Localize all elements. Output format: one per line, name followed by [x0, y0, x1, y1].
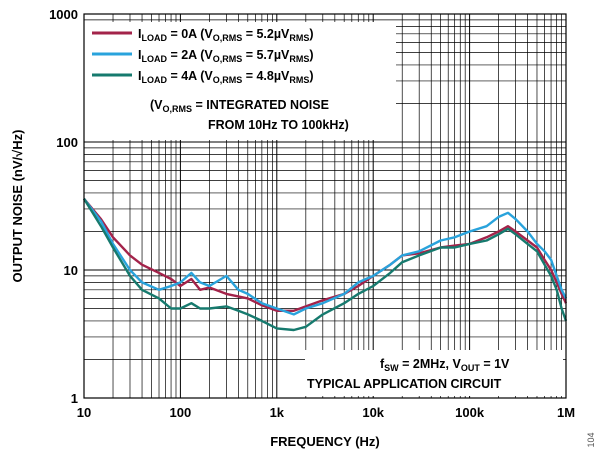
conditions-line1: fSW = 2MHz, VOUT = 1V	[380, 357, 510, 373]
x-axis-title: FREQUENCY (Hz)	[270, 434, 380, 449]
x-tick-label: 10k	[362, 405, 384, 420]
series-line-2	[82, 198, 568, 332]
x-tick-label: 1k	[270, 405, 285, 420]
figure-id: 104	[586, 432, 596, 447]
x-tick-label: 1M	[557, 405, 575, 420]
conditions-box: fSW = 2MHz, VOUT = 1V TYPICAL APPLICATIO…	[305, 350, 563, 396]
y-axis-title: OUTPUT NOISE (nV/√Hz)	[10, 129, 25, 282]
legend-entry-0: ILOAD = 0A (VO,RMS = 5.2µVRMS)	[138, 27, 314, 43]
y-tick-label: 1	[71, 391, 78, 406]
x-tick-label: 10	[77, 405, 91, 420]
conditions-line2: TYPICAL APPLICATION CIRCUIT	[307, 377, 502, 391]
y-tick-labels: 1 10 100 1000	[49, 7, 78, 406]
integrated-noise-note-line1: (VO,RMS = INTEGRATED NOISE	[150, 98, 329, 114]
legend-background	[84, 22, 396, 140]
conditions-background	[305, 350, 563, 396]
y-tick-label: 100	[56, 135, 78, 150]
plot-frame	[83, 13, 567, 399]
y-tick-label: 1000	[49, 7, 78, 22]
series-line-0	[83, 198, 568, 312]
legend-entry-1: ILOAD = 2A (VO,RMS = 5.7µVRMS)	[138, 48, 314, 64]
series-line-1	[83, 198, 568, 316]
x-tick-label: 100	[170, 405, 192, 420]
legend-entry-2: ILOAD = 4A (VO,RMS = 4.8µVRMS)	[138, 69, 314, 85]
curves-layer	[82, 198, 568, 332]
x-tick-label: 100k	[455, 405, 485, 420]
integrated-noise-note-line2: FROM 10Hz TO 100kHz)	[208, 118, 349, 132]
y-tick-label: 10	[64, 263, 78, 278]
x-tick-labels: 10 100 1k 10k 100k 1M	[77, 405, 575, 420]
legend: ILOAD = 0A (VO,RMS = 5.2µVRMS) ILOAD = 2…	[84, 22, 396, 140]
